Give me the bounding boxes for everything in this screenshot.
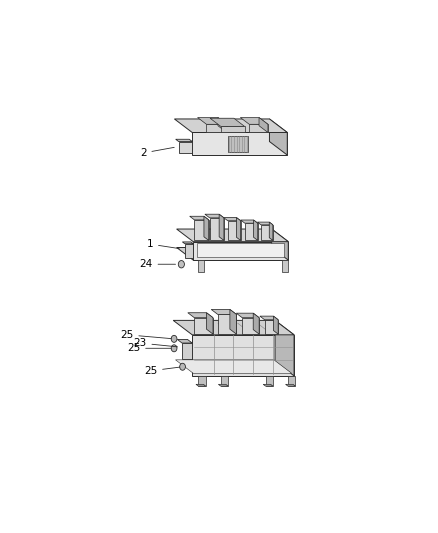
- Polygon shape: [245, 223, 258, 240]
- Polygon shape: [269, 222, 273, 240]
- Polygon shape: [194, 318, 213, 334]
- Polygon shape: [196, 384, 206, 386]
- Polygon shape: [176, 139, 192, 142]
- Polygon shape: [205, 214, 224, 218]
- Polygon shape: [206, 313, 213, 334]
- Polygon shape: [177, 340, 192, 343]
- Polygon shape: [219, 384, 228, 386]
- Polygon shape: [263, 384, 273, 386]
- Polygon shape: [174, 119, 287, 133]
- Polygon shape: [273, 316, 278, 334]
- Circle shape: [180, 364, 185, 370]
- Text: 25: 25: [120, 330, 171, 340]
- Polygon shape: [254, 220, 258, 240]
- Polygon shape: [228, 136, 248, 152]
- Polygon shape: [242, 318, 259, 334]
- Polygon shape: [198, 117, 227, 124]
- Polygon shape: [286, 384, 295, 386]
- Text: 1: 1: [146, 239, 179, 249]
- Polygon shape: [210, 118, 244, 126]
- Polygon shape: [249, 124, 268, 133]
- Polygon shape: [259, 117, 268, 133]
- Circle shape: [171, 335, 177, 342]
- Polygon shape: [188, 313, 213, 318]
- Polygon shape: [288, 376, 295, 386]
- Polygon shape: [230, 310, 237, 334]
- Polygon shape: [192, 335, 294, 376]
- Polygon shape: [190, 216, 208, 220]
- Polygon shape: [182, 343, 192, 359]
- Polygon shape: [221, 376, 228, 386]
- Circle shape: [178, 261, 184, 268]
- Polygon shape: [193, 241, 288, 260]
- Text: 25: 25: [127, 343, 171, 353]
- Polygon shape: [221, 126, 244, 133]
- Polygon shape: [177, 229, 288, 241]
- Polygon shape: [206, 124, 227, 133]
- Polygon shape: [265, 320, 278, 334]
- Polygon shape: [204, 216, 208, 240]
- Text: 24: 24: [139, 259, 176, 269]
- Polygon shape: [223, 217, 240, 221]
- Circle shape: [171, 345, 177, 352]
- Polygon shape: [219, 214, 224, 240]
- Polygon shape: [210, 218, 224, 240]
- Polygon shape: [228, 221, 240, 240]
- Polygon shape: [269, 119, 287, 155]
- Polygon shape: [179, 142, 192, 153]
- Polygon shape: [198, 260, 204, 272]
- Polygon shape: [236, 313, 259, 318]
- Polygon shape: [265, 376, 273, 386]
- Polygon shape: [211, 310, 237, 314]
- Polygon shape: [218, 117, 227, 133]
- Polygon shape: [173, 320, 294, 335]
- Polygon shape: [260, 316, 278, 320]
- Text: 25: 25: [144, 366, 180, 376]
- Polygon shape: [218, 314, 237, 334]
- Polygon shape: [261, 225, 273, 240]
- Text: 2: 2: [140, 147, 174, 158]
- Polygon shape: [194, 220, 208, 240]
- Polygon shape: [198, 376, 206, 386]
- Polygon shape: [272, 229, 288, 260]
- Polygon shape: [282, 260, 288, 272]
- Polygon shape: [240, 220, 258, 223]
- Polygon shape: [240, 117, 268, 124]
- Polygon shape: [192, 133, 287, 155]
- Polygon shape: [177, 247, 288, 260]
- Polygon shape: [258, 222, 273, 225]
- Polygon shape: [197, 243, 284, 257]
- Text: 23: 23: [133, 338, 177, 348]
- Polygon shape: [253, 313, 259, 334]
- Polygon shape: [182, 242, 193, 244]
- Polygon shape: [275, 320, 294, 376]
- Polygon shape: [237, 217, 240, 240]
- Polygon shape: [176, 360, 292, 374]
- Polygon shape: [185, 244, 193, 258]
